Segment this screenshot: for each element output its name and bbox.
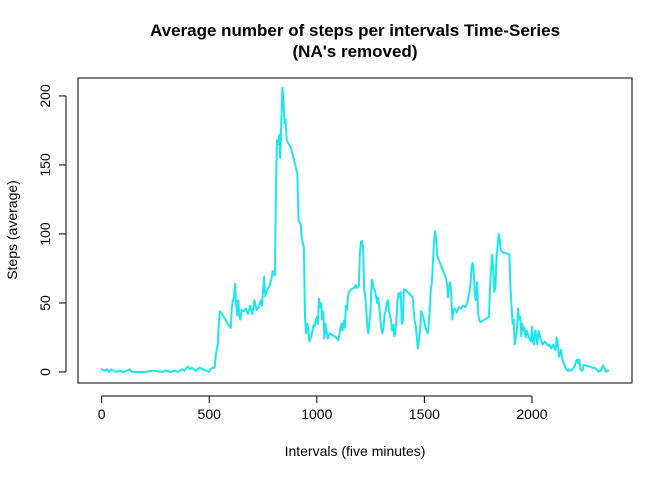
y-tick-label: 200 [37,84,53,108]
x-tick-label: 0 [98,406,106,422]
chart-title: Average number of steps per intervals Ti… [150,21,560,40]
y-tick-label: 100 [37,222,53,246]
y-tick-label: 150 [37,153,53,177]
y-tick-label: 0 [37,368,53,376]
x-axis-label: Intervals (five minutes) [285,443,426,459]
series-line [100,86,610,373]
y-axis-label: Steps (average) [4,180,20,280]
plot-frame [77,77,633,384]
x-tick-label: 1500 [409,406,440,422]
y-axis: 0 50 100 150 200 [37,84,67,376]
x-tick-label: 500 [198,406,222,422]
x-axis: 0 500 1000 1500 2000 [98,395,548,422]
y-tick-label: 50 [37,295,53,311]
chart-subtitle: (NA's removed) [293,42,418,61]
x-tick-label: 2000 [516,406,547,422]
x-tick-label: 1000 [301,406,332,422]
